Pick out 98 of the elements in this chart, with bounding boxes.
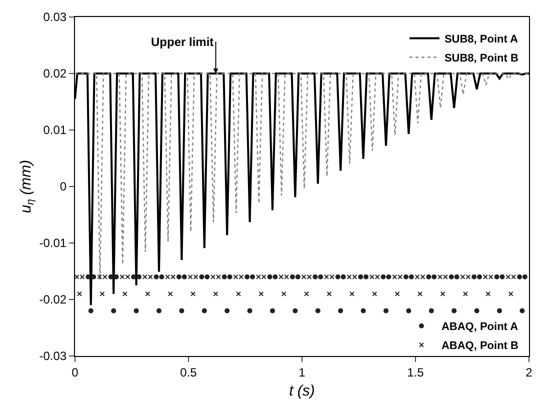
point: [462, 291, 468, 296]
point: [145, 291, 150, 296]
point: [267, 274, 272, 280]
point: [111, 308, 116, 314]
point: [500, 274, 505, 280]
point: [247, 308, 252, 314]
point: [406, 308, 412, 314]
point: [426, 274, 432, 280]
legend-label: ABAQ, Point B: [441, 340, 519, 352]
legend-label: SUB8, Point B: [444, 52, 518, 65]
y-tick-label: 0.03: [43, 10, 67, 24]
point: [326, 291, 332, 296]
point: [520, 308, 525, 314]
legend-label: SUB8, Point A: [444, 34, 518, 46]
point: [159, 274, 164, 280]
point: [258, 291, 264, 296]
x-tick-label: 0.5: [180, 365, 198, 380]
point: [250, 274, 256, 280]
point: [199, 274, 204, 280]
point: [428, 308, 434, 314]
point: [380, 274, 386, 280]
point: [204, 274, 210, 280]
point: [486, 291, 491, 296]
point: [440, 291, 446, 296]
x-tick-label: 1: [298, 365, 306, 380]
point: [418, 291, 423, 296]
point: [477, 274, 482, 280]
point: [432, 274, 437, 280]
point: [134, 308, 139, 314]
point: [227, 274, 232, 280]
point: [272, 274, 278, 280]
point: [122, 291, 128, 296]
point: [522, 274, 528, 280]
y-tick-label: 0.01: [43, 123, 67, 138]
x-tick-label: 2: [526, 365, 533, 380]
y-tick-label: -0.02: [39, 292, 67, 307]
point: [224, 308, 230, 314]
x-tick-label: 1.5: [407, 365, 424, 380]
point: [182, 274, 187, 280]
point: [88, 308, 94, 314]
point: [383, 308, 388, 314]
point: [281, 291, 286, 296]
point: [222, 274, 227, 280]
y-tick-label: -0.01: [39, 236, 67, 250]
point: [202, 308, 207, 314]
point: [312, 274, 318, 280]
annotation: Upper limit: [151, 35, 214, 49]
point: [372, 291, 378, 296]
point: [304, 291, 310, 296]
point: [176, 274, 182, 280]
point: [91, 274, 96, 280]
point: [315, 308, 320, 314]
legend-label: ABAQ, Point A: [441, 321, 518, 334]
point: [108, 274, 114, 280]
point: [154, 274, 159, 280]
point: [508, 291, 514, 296]
point: [292, 308, 298, 314]
point: [472, 274, 477, 280]
point: [86, 274, 91, 280]
x-tick-label: 0: [72, 365, 79, 380]
point: [496, 308, 502, 314]
point: [403, 274, 408, 280]
point: [454, 274, 460, 280]
point: [290, 274, 295, 280]
point: [349, 291, 354, 296]
point: [516, 274, 522, 280]
y-tick-label: -0.03: [39, 349, 67, 364]
point: [114, 274, 119, 280]
point: [360, 308, 366, 314]
point: [100, 291, 105, 296]
point: [494, 274, 500, 280]
point: [452, 308, 457, 314]
point: [244, 274, 250, 280]
point: [338, 308, 344, 314]
point: [179, 308, 184, 314]
point: [190, 291, 196, 296]
point: [364, 274, 369, 280]
point: [156, 308, 162, 314]
point: [295, 274, 300, 280]
point: [270, 308, 275, 314]
point: [408, 274, 414, 280]
point: [394, 291, 400, 296]
point: [474, 308, 480, 314]
point: [213, 291, 218, 296]
point: [386, 274, 392, 280]
x-axis-title: t (s): [289, 382, 315, 400]
point: [136, 274, 142, 280]
point: [340, 274, 346, 280]
point: [358, 274, 364, 280]
point: [318, 274, 324, 280]
point: [236, 291, 241, 296]
y-tick-label: 0: [60, 180, 67, 194]
point: [77, 291, 82, 296]
point: [131, 274, 136, 280]
point: [448, 274, 454, 280]
point: [335, 274, 340, 280]
point: [168, 291, 173, 296]
y-tick-label: 0.02: [43, 66, 67, 81]
